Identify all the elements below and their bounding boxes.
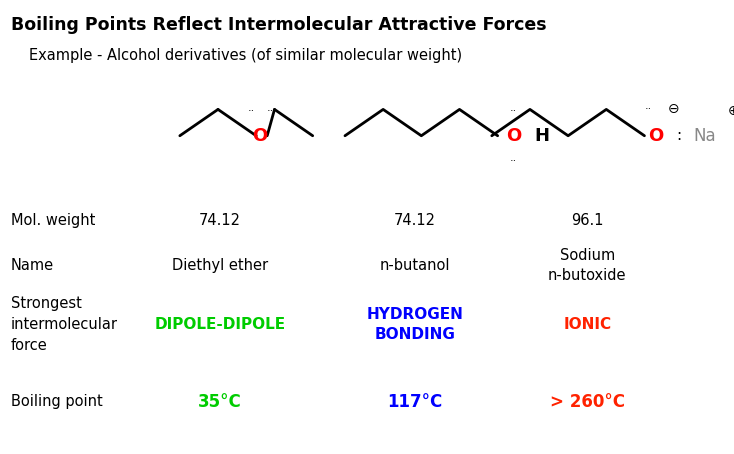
Text: :: : bbox=[677, 128, 681, 143]
Text: Name: Name bbox=[11, 258, 54, 273]
Text: 74.12: 74.12 bbox=[199, 212, 241, 228]
Text: 35°C: 35°C bbox=[198, 393, 242, 411]
Text: O: O bbox=[506, 127, 522, 145]
Text: 74.12: 74.12 bbox=[393, 212, 436, 228]
Text: HYDROGEN
BONDING: HYDROGEN BONDING bbox=[366, 307, 463, 342]
Text: H: H bbox=[534, 127, 549, 145]
Text: ··: ·· bbox=[266, 106, 274, 116]
Text: Sodium
n-butoxide: Sodium n-butoxide bbox=[548, 248, 626, 283]
Text: ··: ·· bbox=[510, 106, 517, 116]
Text: Example - Alcohol derivatives (of similar molecular weight): Example - Alcohol derivatives (of simila… bbox=[29, 48, 462, 63]
Text: Mol. weight: Mol. weight bbox=[11, 212, 95, 228]
Text: IONIC: IONIC bbox=[563, 317, 611, 332]
Text: Boiling Points Reflect Intermolecular Attractive Forces: Boiling Points Reflect Intermolecular At… bbox=[11, 16, 547, 34]
Text: Strongest
intermolecular
force: Strongest intermolecular force bbox=[11, 296, 118, 353]
Text: 117°C: 117°C bbox=[387, 393, 443, 411]
Text: ⊖: ⊖ bbox=[668, 103, 680, 116]
Text: n-butanol: n-butanol bbox=[379, 258, 450, 273]
Text: O: O bbox=[648, 127, 663, 145]
Text: ⊕: ⊕ bbox=[728, 104, 734, 118]
Text: ··: ·· bbox=[510, 156, 517, 166]
Text: O: O bbox=[252, 127, 267, 145]
Text: DIPOLE-DIPOLE: DIPOLE-DIPOLE bbox=[155, 317, 286, 332]
Text: 96.1: 96.1 bbox=[571, 212, 603, 228]
Text: ··: ·· bbox=[247, 106, 255, 116]
Text: ··: ·· bbox=[644, 104, 652, 114]
Text: Boiling point: Boiling point bbox=[11, 394, 103, 410]
Text: > 260°C: > 260°C bbox=[550, 393, 625, 411]
Text: Na: Na bbox=[694, 127, 716, 145]
Text: Diethyl ether: Diethyl ether bbox=[172, 258, 268, 273]
